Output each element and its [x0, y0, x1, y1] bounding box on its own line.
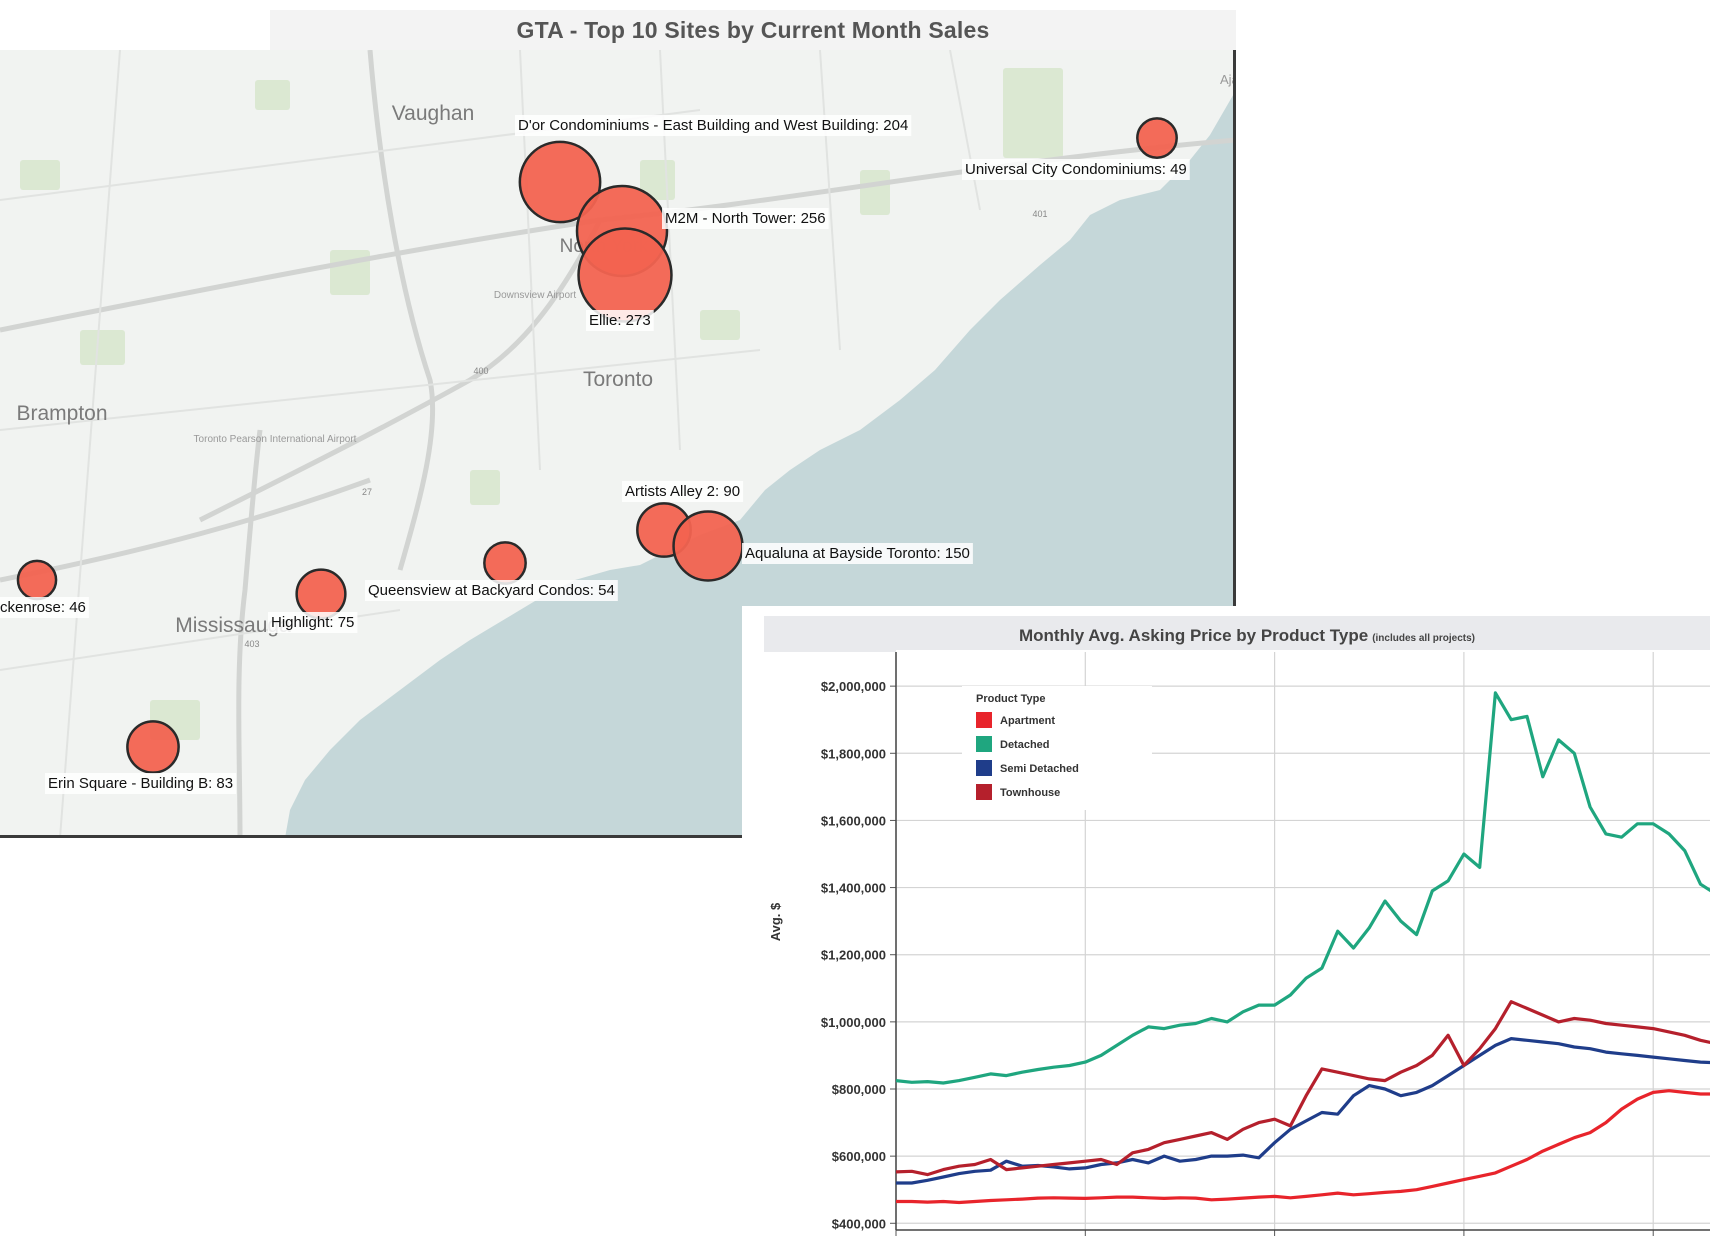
y-axis: $400,000 $600,000 $800,000 $1,000,000 $1,200… [821, 652, 897, 1231]
legend-box [962, 686, 1152, 810]
site-label: Ellie: 273 [589, 312, 651, 329]
highway-shield: 400 [473, 366, 488, 376]
site-label: M2M - North Tower: 256 [665, 210, 826, 227]
city-label-brampton: Brampton [16, 402, 107, 425]
site-marker[interactable] [16, 559, 58, 601]
series-lines [895, 691, 1710, 1205]
highway-shield: 27 [362, 487, 372, 497]
legend-label: Apartment [1000, 715, 1055, 727]
landmark-pearson-airport: Toronto Pearson International Airport [194, 434, 357, 445]
site-marker[interactable] [1136, 117, 1178, 159]
site-label: Erin Square - Building B: 83 [48, 775, 233, 792]
y-tick-label: $1,200,000 [821, 948, 886, 963]
y-tick-label: $400,000 [832, 1216, 886, 1231]
x-tick-label: 2016 [1259, 1245, 1290, 1248]
site-label: Highlight: 75 [271, 614, 354, 631]
site-label-bg [586, 310, 654, 331]
x-tick-label: 2014 [880, 1245, 911, 1248]
price-chart-title-group: Monthly Avg. Asking Price by Product Typ… [1019, 626, 1475, 645]
site-label-bg [268, 612, 358, 633]
landmark-downsview-airport: Downsview Airport [494, 290, 576, 301]
price-chart-subtitle: (includes all projects) [1372, 633, 1475, 644]
series-line[interactable] [895, 1000, 1710, 1177]
x-tick-label: 2017 [1448, 1245, 1479, 1248]
site-label: D'or Condominiums - East Building and We… [518, 117, 908, 134]
site-marker[interactable] [126, 720, 180, 774]
site-label: Universal City Condominiums: 49 [965, 161, 1187, 178]
city-label-vaughan: Vaughan [392, 102, 475, 125]
x-axis: 2014 2015 2016 2017 2018 [880, 1229, 1710, 1248]
site-label-bg [515, 115, 912, 136]
y-tick-label: $600,000 [832, 1149, 886, 1164]
legend-swatch [976, 736, 992, 752]
city-label-toronto: Toronto [583, 368, 653, 391]
site-label-bg [45, 773, 237, 794]
site-label-bg [365, 580, 618, 601]
legend-title: Product Type [976, 693, 1045, 705]
y-tick-label: $800,000 [832, 1082, 886, 1097]
site-label-bg [962, 159, 1190, 180]
site-label: ckenrose: 46 [0, 599, 86, 616]
legend-swatch [976, 712, 992, 728]
y-tick-label: $1,000,000 [821, 1015, 886, 1030]
highway-shields: 400 401 403 27 [244, 209, 1047, 649]
site-marker[interactable] [295, 568, 347, 620]
y-axis-label: Avg. $ [768, 902, 783, 941]
y-tick-label: $1,800,000 [821, 746, 886, 761]
legend-label: Detached [1000, 739, 1050, 751]
map-title: GTA - Top 10 Sites by Current Month Sale… [270, 10, 1236, 50]
price-chart[interactable]: Monthly Avg. Asking Price by Product Typ… [742, 606, 1710, 1248]
site-label-bg [0, 597, 89, 618]
price-chart-panel: Monthly Avg. Asking Price by Product Typ… [742, 606, 1710, 1248]
x-tick-label: 2018 [1638, 1245, 1669, 1248]
y-tick-label: $1,400,000 [821, 881, 886, 896]
site-labels: D'or Condominiums - East Building and We… [0, 115, 1190, 794]
site-marker[interactable] [672, 510, 744, 582]
series-line[interactable] [896, 1089, 1710, 1205]
highway-shield: 403 [244, 639, 259, 649]
legend: Product Type Apartment Detached Semi Detac… [962, 686, 1152, 810]
site-label: Artists Alley 2: 90 [625, 483, 740, 500]
x-tick-label: 2015 [1070, 1245, 1101, 1248]
site-label-bg [742, 543, 973, 564]
highway-shield: 401 [1032, 209, 1047, 219]
city-label-mississauga: Mississauga [175, 614, 291, 637]
legend-label: Semi Detached [1000, 763, 1079, 775]
site-label-bg [662, 208, 829, 229]
price-chart-title: Monthly Avg. Asking Price by Product Typ… [1019, 626, 1368, 645]
site-marker[interactable] [483, 541, 527, 585]
series-line[interactable] [895, 691, 1710, 1085]
legend-swatch [976, 760, 992, 776]
price-chart-title-bar [764, 616, 1710, 652]
map-edge-label: Aja [1220, 72, 1236, 87]
legend-swatch [976, 784, 992, 800]
site-label-bg [622, 481, 744, 502]
legend-label: Townhouse [1000, 787, 1060, 799]
site-label: Aqualuna at Bayside Toronto: 150 [745, 545, 970, 562]
site-marker[interactable] [577, 227, 673, 323]
y-tick-label: $1,600,000 [821, 813, 886, 828]
site-label: Queensview at Backyard Condos: 54 [368, 582, 615, 599]
site-marker[interactable] [518, 140, 602, 224]
site-markers[interactable] [16, 117, 1178, 774]
y-tick-label: $2,000,000 [821, 679, 886, 694]
